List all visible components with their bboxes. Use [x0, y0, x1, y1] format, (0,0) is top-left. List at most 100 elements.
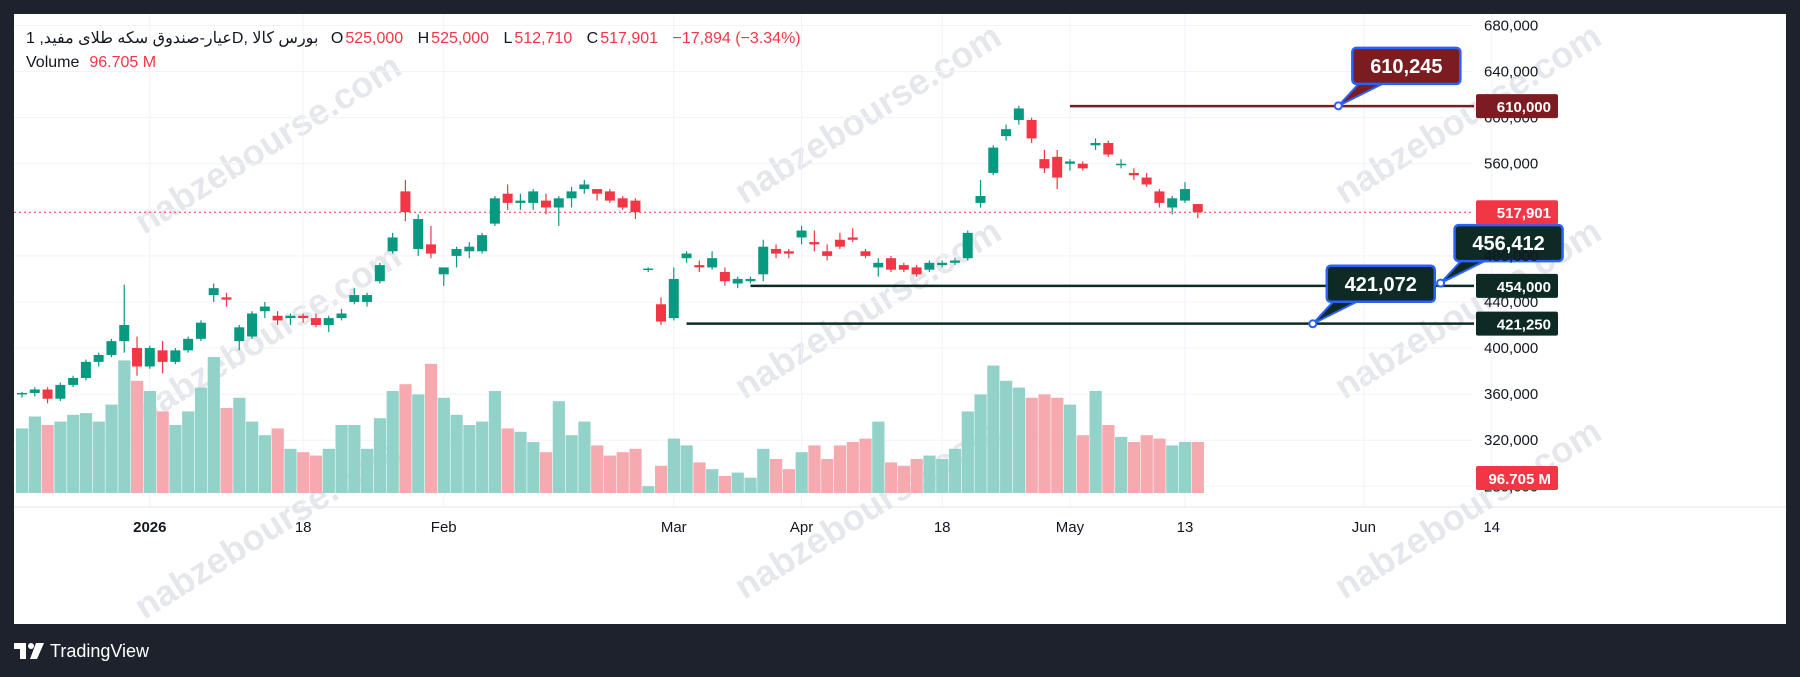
- candle-body[interactable]: [464, 246, 475, 252]
- volume-label[interactable]: Volume: [26, 54, 80, 71]
- callout-label[interactable]: 610,245: [1370, 56, 1442, 78]
- candle-body[interactable]: [451, 248, 462, 256]
- candle-body[interactable]: [1167, 198, 1178, 208]
- candle-body[interactable]: [42, 389, 53, 399]
- candle-body[interactable]: [566, 191, 577, 199]
- candle-body[interactable]: [745, 278, 756, 282]
- candle-body[interactable]: [1052, 156, 1063, 178]
- candle-body[interactable]: [656, 304, 666, 322]
- candle-body[interactable]: [1077, 163, 1088, 169]
- candle-body[interactable]: [1064, 161, 1075, 164]
- candle-body[interactable]: [68, 377, 79, 385]
- candle-body[interactable]: [796, 230, 807, 238]
- candle-body[interactable]: [259, 306, 270, 312]
- callout-label[interactable]: 421,072: [1345, 274, 1417, 296]
- candle-body[interactable]: [1039, 159, 1050, 169]
- candle-body[interactable]: [771, 248, 782, 254]
- candle-body[interactable]: [783, 251, 794, 254]
- candle-body[interactable]: [1103, 143, 1114, 155]
- candle-body[interactable]: [694, 265, 705, 268]
- candle-body[interactable]: [604, 191, 615, 201]
- candle-body[interactable]: [425, 244, 436, 254]
- candle-body[interactable]: [208, 288, 219, 296]
- candle-body[interactable]: [1090, 143, 1101, 146]
- candle-body[interactable]: [1141, 177, 1152, 185]
- candle-body[interactable]: [170, 350, 181, 362]
- candle-body[interactable]: [949, 260, 960, 263]
- candle-body[interactable]: [732, 278, 743, 284]
- candle-body[interactable]: [617, 198, 628, 208]
- candle-body[interactable]: [195, 322, 206, 339]
- candle-body[interactable]: [1128, 172, 1139, 176]
- candle-body[interactable]: [668, 278, 679, 319]
- candle-body[interactable]: [898, 265, 909, 270]
- candle-body[interactable]: [17, 392, 27, 395]
- symbol-name[interactable]: عیار-صندوق سکه طلای مفید, 1D, بورس کالا: [26, 30, 319, 47]
- candle-body[interactable]: [937, 262, 948, 266]
- candle-body[interactable]: [336, 313, 347, 319]
- candle-body[interactable]: [119, 325, 130, 342]
- candle-body[interactable]: [1154, 191, 1165, 203]
- candle-body[interactable]: [1116, 163, 1127, 166]
- candle-body[interactable]: [477, 235, 488, 252]
- candle-body[interactable]: [809, 242, 820, 245]
- candle-body[interactable]: [29, 389, 40, 393]
- candle-body[interactable]: [349, 295, 360, 302]
- candle-body[interactable]: [157, 350, 168, 362]
- candle-body[interactable]: [515, 200, 526, 203]
- candle-body[interactable]: [323, 318, 334, 326]
- candle-body[interactable]: [886, 258, 897, 270]
- candle-body[interactable]: [681, 253, 692, 259]
- candle-body[interactable]: [630, 200, 641, 213]
- candle-body[interactable]: [183, 338, 194, 351]
- candle-body[interactable]: [643, 268, 654, 271]
- candle-body[interactable]: [298, 315, 309, 319]
- candle-body[interactable]: [707, 258, 718, 268]
- candle-body[interactable]: [234, 327, 245, 342]
- tradingview-brand[interactable]: TradingView: [50, 640, 150, 661]
- candle-body[interactable]: [1192, 204, 1203, 213]
- candle-body[interactable]: [1013, 108, 1024, 120]
- candle-body[interactable]: [592, 189, 603, 194]
- candle-body[interactable]: [93, 354, 104, 362]
- candle-body[interactable]: [975, 195, 986, 203]
- candle-body[interactable]: [758, 246, 769, 275]
- candle-body[interactable]: [362, 295, 373, 302]
- candle-body[interactable]: [822, 251, 833, 256]
- candle-body[interactable]: [962, 232, 973, 259]
- candle-body[interactable]: [387, 237, 398, 252]
- candle-body[interactable]: [438, 267, 449, 275]
- candle-body[interactable]: [873, 262, 884, 268]
- candle-body[interactable]: [106, 341, 117, 355]
- candle-body[interactable]: [1001, 129, 1012, 137]
- candle-body[interactable]: [860, 251, 871, 256]
- candle-body[interactable]: [272, 315, 283, 321]
- candle-body[interactable]: [834, 239, 845, 247]
- candle-body[interactable]: [413, 219, 424, 249]
- candle-body[interactable]: [911, 267, 922, 275]
- callout-label[interactable]: 456,412: [1472, 233, 1544, 255]
- candle-body[interactable]: [528, 191, 539, 203]
- candle-body[interactable]: [924, 262, 935, 270]
- candle-body[interactable]: [988, 147, 999, 173]
- candle-body[interactable]: [221, 297, 232, 300]
- candle-body[interactable]: [80, 361, 91, 378]
- chart-panel[interactable]: nabzebourse.com nabzebourse.com nabzebours…: [14, 14, 1786, 624]
- candle-body[interactable]: [553, 198, 564, 208]
- candle-body[interactable]: [374, 265, 385, 282]
- candle-body[interactable]: [540, 200, 551, 208]
- candle-body[interactable]: [847, 237, 858, 240]
- candle-body[interactable]: [400, 191, 411, 213]
- candle-body[interactable]: [719, 272, 730, 282]
- candle-body[interactable]: [489, 198, 500, 224]
- candle-body[interactable]: [310, 318, 321, 326]
- candle-body[interactable]: [55, 384, 66, 399]
- tradingview-logo-icon[interactable]: [14, 643, 44, 659]
- candle-body[interactable]: [502, 193, 513, 203]
- chart-canvas[interactable]: nabzebourse.com nabzebourse.com nabzebours…: [14, 14, 1786, 624]
- candle-body[interactable]: [579, 184, 590, 190]
- candle-body[interactable]: [1179, 189, 1190, 201]
- candle-body[interactable]: [132, 348, 143, 367]
- candle-body[interactable]: [285, 315, 296, 319]
- candle-body[interactable]: [144, 348, 155, 367]
